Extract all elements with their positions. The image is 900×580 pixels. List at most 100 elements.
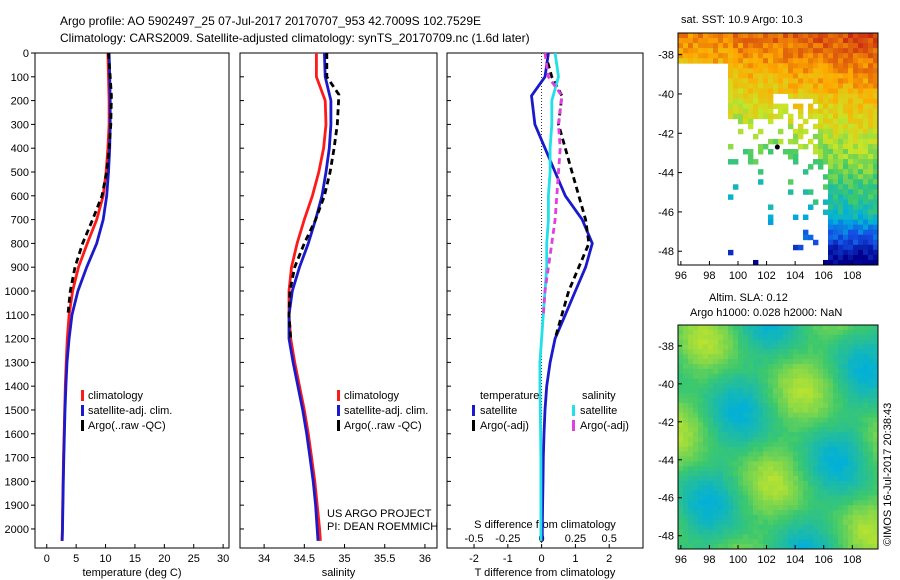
map-cell <box>823 159 829 165</box>
map-cell <box>758 510 764 516</box>
map-cell <box>788 524 794 530</box>
map-cell <box>868 359 874 365</box>
map-cell <box>693 539 699 545</box>
map-cell <box>683 33 689 39</box>
map-cell <box>808 461 814 467</box>
map-cell <box>803 43 809 49</box>
map-cell <box>813 349 819 355</box>
x-tick-label: 36 <box>419 553 431 565</box>
map-cell <box>738 388 744 394</box>
map-cell <box>848 373 854 379</box>
map-cell <box>853 490 859 496</box>
map-cell <box>733 422 739 428</box>
map-cell <box>818 349 824 355</box>
map-cell <box>688 412 694 418</box>
map-cell <box>763 490 769 496</box>
map-cell <box>768 456 774 462</box>
map-cell <box>828 393 834 399</box>
x-tick-label: 0 <box>539 553 545 565</box>
map-cell <box>678 368 684 375</box>
map-cell <box>683 446 689 453</box>
map-cell <box>768 437 774 443</box>
map-cell <box>748 53 754 59</box>
map-cell <box>758 38 764 44</box>
map-cell <box>858 393 864 399</box>
map-cell <box>778 505 784 511</box>
map-cell <box>688 534 694 540</box>
map-cell <box>858 234 864 241</box>
map-cell <box>853 93 859 99</box>
map-cell <box>858 98 864 105</box>
map-cell <box>833 38 839 44</box>
map-cell <box>768 451 774 457</box>
map-cell <box>823 427 829 433</box>
map-cell <box>853 143 859 150</box>
map-cell <box>708 388 714 394</box>
map-cell <box>863 359 869 365</box>
map-cell <box>738 344 744 350</box>
map-cell <box>853 38 859 44</box>
map-cell <box>853 539 859 545</box>
map-cell <box>783 354 789 360</box>
map-cell <box>873 53 879 59</box>
map-cell <box>798 490 804 496</box>
map-cell <box>868 219 874 226</box>
map-cell <box>728 441 734 448</box>
map-cell <box>848 133 854 140</box>
map-cell <box>753 78 759 84</box>
map-cell <box>733 159 739 165</box>
map-cell <box>758 113 764 120</box>
map-cell <box>808 113 814 120</box>
map-cell <box>853 534 859 540</box>
map-cell <box>753 329 759 336</box>
map-cell <box>858 174 864 180</box>
map-cell <box>693 466 699 472</box>
map-cell <box>753 378 759 384</box>
map-cell <box>703 510 709 516</box>
map-cell <box>848 514 854 521</box>
map-cell <box>873 437 879 443</box>
map-cell <box>688 524 694 530</box>
map-cell <box>853 154 859 160</box>
map-cell <box>718 58 724 64</box>
map-cell <box>793 133 799 140</box>
map-cell <box>753 505 759 511</box>
map-cell <box>778 33 784 39</box>
map-cell <box>858 441 864 448</box>
map-cell <box>863 73 869 79</box>
map-cell <box>818 432 824 438</box>
map-cell <box>678 325 684 331</box>
map-cell <box>808 359 814 365</box>
map-cell <box>688 373 694 379</box>
map-cell <box>813 108 819 115</box>
map-cell <box>868 422 874 428</box>
map-cell <box>733 471 739 477</box>
map-cell <box>738 359 744 365</box>
map-cell <box>733 354 739 360</box>
map-cell <box>708 363 714 370</box>
map-cell <box>723 490 729 496</box>
map-cell <box>723 422 729 428</box>
map-cell <box>703 500 709 506</box>
map-cell <box>808 446 814 453</box>
map-cell <box>693 378 699 384</box>
map-cell <box>828 194 834 200</box>
map-cell <box>853 133 859 140</box>
map-cell <box>748 339 754 345</box>
map-cell <box>833 78 839 84</box>
map-cell <box>798 510 804 516</box>
map-cell <box>843 143 849 150</box>
map-cell <box>763 378 769 384</box>
map-cell <box>873 184 879 190</box>
map-cell <box>863 461 869 467</box>
map-cell <box>863 123 869 130</box>
map-cell <box>853 249 859 256</box>
map-cell <box>808 138 814 145</box>
map-cell <box>828 143 834 150</box>
map-cell <box>713 373 719 379</box>
map-cell <box>828 73 834 79</box>
legend-swatch <box>337 420 340 431</box>
map-cell <box>843 427 849 433</box>
map-cell <box>803 412 809 418</box>
map-cell <box>838 43 844 49</box>
